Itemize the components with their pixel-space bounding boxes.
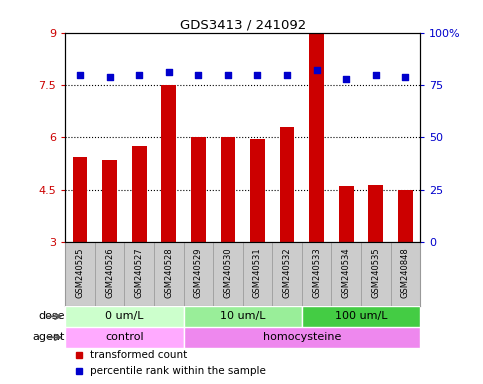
Text: GSM240530: GSM240530: [224, 247, 232, 298]
Bar: [250, 139, 265, 242]
Bar: [161, 85, 176, 242]
Bar: [391, 242, 420, 306]
Bar: [132, 146, 146, 242]
Bar: [184, 327, 420, 348]
Bar: [154, 242, 184, 306]
Text: GSM240528: GSM240528: [164, 247, 173, 298]
Point: [372, 71, 380, 78]
Bar: [102, 160, 117, 242]
Text: GSM240534: GSM240534: [342, 247, 351, 298]
Point: [165, 70, 172, 76]
Bar: [95, 242, 125, 306]
Bar: [309, 35, 324, 242]
Bar: [65, 306, 184, 327]
Bar: [125, 242, 154, 306]
Bar: [191, 137, 206, 242]
Text: GSM240533: GSM240533: [312, 247, 321, 298]
Bar: [302, 306, 420, 327]
Text: 0 um/L: 0 um/L: [105, 311, 143, 321]
Bar: [339, 186, 354, 242]
Point: [401, 74, 409, 80]
Text: 10 um/L: 10 um/L: [220, 311, 266, 321]
Bar: [369, 185, 383, 242]
Text: agent: agent: [33, 333, 65, 343]
Bar: [65, 242, 95, 306]
Bar: [398, 190, 413, 242]
Bar: [65, 327, 184, 348]
Point: [313, 67, 321, 73]
Bar: [280, 127, 295, 242]
Bar: [272, 242, 302, 306]
Bar: [72, 157, 87, 242]
Bar: [331, 242, 361, 306]
Bar: [242, 242, 272, 306]
Text: dose: dose: [39, 311, 65, 321]
Point: [254, 71, 261, 78]
Point: [76, 71, 84, 78]
Point: [224, 71, 232, 78]
Bar: [184, 242, 213, 306]
Bar: [221, 137, 235, 242]
Text: GSM240848: GSM240848: [401, 247, 410, 298]
Title: GDS3413 / 241092: GDS3413 / 241092: [180, 18, 306, 31]
Bar: [361, 242, 391, 306]
Bar: [213, 242, 242, 306]
Text: control: control: [105, 333, 143, 343]
Point: [195, 71, 202, 78]
Text: GSM240527: GSM240527: [135, 247, 143, 298]
Text: GSM240532: GSM240532: [283, 247, 292, 298]
Text: homocysteine: homocysteine: [263, 333, 341, 343]
Text: GSM240529: GSM240529: [194, 247, 203, 298]
Point: [283, 71, 291, 78]
Text: GSM240525: GSM240525: [75, 247, 85, 298]
Text: percentile rank within the sample: percentile rank within the sample: [90, 366, 266, 376]
Text: transformed count: transformed count: [90, 350, 187, 360]
Text: 100 um/L: 100 um/L: [335, 311, 387, 321]
Bar: [302, 242, 331, 306]
Point: [106, 74, 114, 80]
Text: GSM240531: GSM240531: [253, 247, 262, 298]
Text: GSM240526: GSM240526: [105, 247, 114, 298]
Text: GSM240535: GSM240535: [371, 247, 380, 298]
Point: [342, 76, 350, 82]
Bar: [184, 306, 302, 327]
Point: [135, 71, 143, 78]
